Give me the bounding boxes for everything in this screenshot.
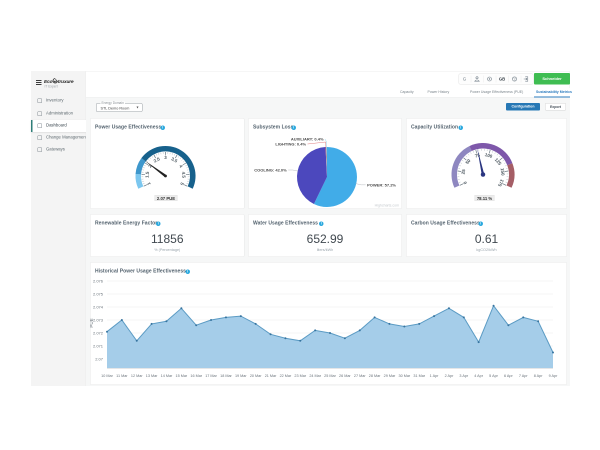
svg-text:2.073: 2.073 [93,318,104,323]
svg-text:GB: GB [499,77,505,82]
svg-text:26 Mar: 26 Mar [339,374,351,378]
svg-text:2.072: 2.072 [93,331,104,336]
svg-text:21 Mar: 21 Mar [265,374,277,378]
svg-text:G: G [463,77,467,82]
svg-text:6 Apr: 6 Apr [504,374,514,378]
svg-text:8 Apr: 8 Apr [534,374,544,378]
svg-text:27 Mar: 27 Mar [354,374,366,378]
svg-text:2 Apr: 2 Apr [445,374,455,378]
svg-text:2.071: 2.071 [93,344,104,349]
svg-text:31 Mar: 31 Mar [413,374,425,378]
svg-text:3 Apr: 3 Apr [459,374,469,378]
svg-text:2.074: 2.074 [93,305,104,310]
svg-text:4 Apr: 4 Apr [474,374,484,378]
svg-text:29 Mar: 29 Mar [384,374,396,378]
svg-text:25 Mar: 25 Mar [324,374,336,378]
svg-text:2.075: 2.075 [93,292,104,297]
svg-text:16 Mar: 16 Mar [190,374,202,378]
svg-text:24 Mar: 24 Mar [309,374,321,378]
svg-text:19 Mar: 19 Mar [235,374,247,378]
svg-text:22 Mar: 22 Mar [280,374,292,378]
svg-text:15 Mar: 15 Mar [176,374,188,378]
svg-text:28 Mar: 28 Mar [369,374,381,378]
svg-text:9 Apr: 9 Apr [549,374,559,378]
svg-text:18 Mar: 18 Mar [220,374,232,378]
svg-text:23 Mar: 23 Mar [294,374,306,378]
svg-text:2.07: 2.07 [95,357,104,362]
svg-text:30 Mar: 30 Mar [399,374,411,378]
svg-text:5 Apr: 5 Apr [489,374,499,378]
svg-text:2.076: 2.076 [93,279,104,284]
svg-text:7 Apr: 7 Apr [519,374,529,378]
svg-text:20 Mar: 20 Mar [250,374,262,378]
svg-text:11 Mar: 11 Mar [116,374,128,378]
svg-text:17 Mar: 17 Mar [205,374,217,378]
svg-text:13 Mar: 13 Mar [146,374,158,378]
svg-text:PUE: PUE [90,318,94,327]
svg-text:10 Mar: 10 Mar [101,374,113,378]
svg-text:12 Mar: 12 Mar [131,374,143,378]
svg-text:14 Mar: 14 Mar [161,374,173,378]
svg-text:?: ? [513,77,515,81]
svg-text:1 Apr: 1 Apr [430,374,440,378]
